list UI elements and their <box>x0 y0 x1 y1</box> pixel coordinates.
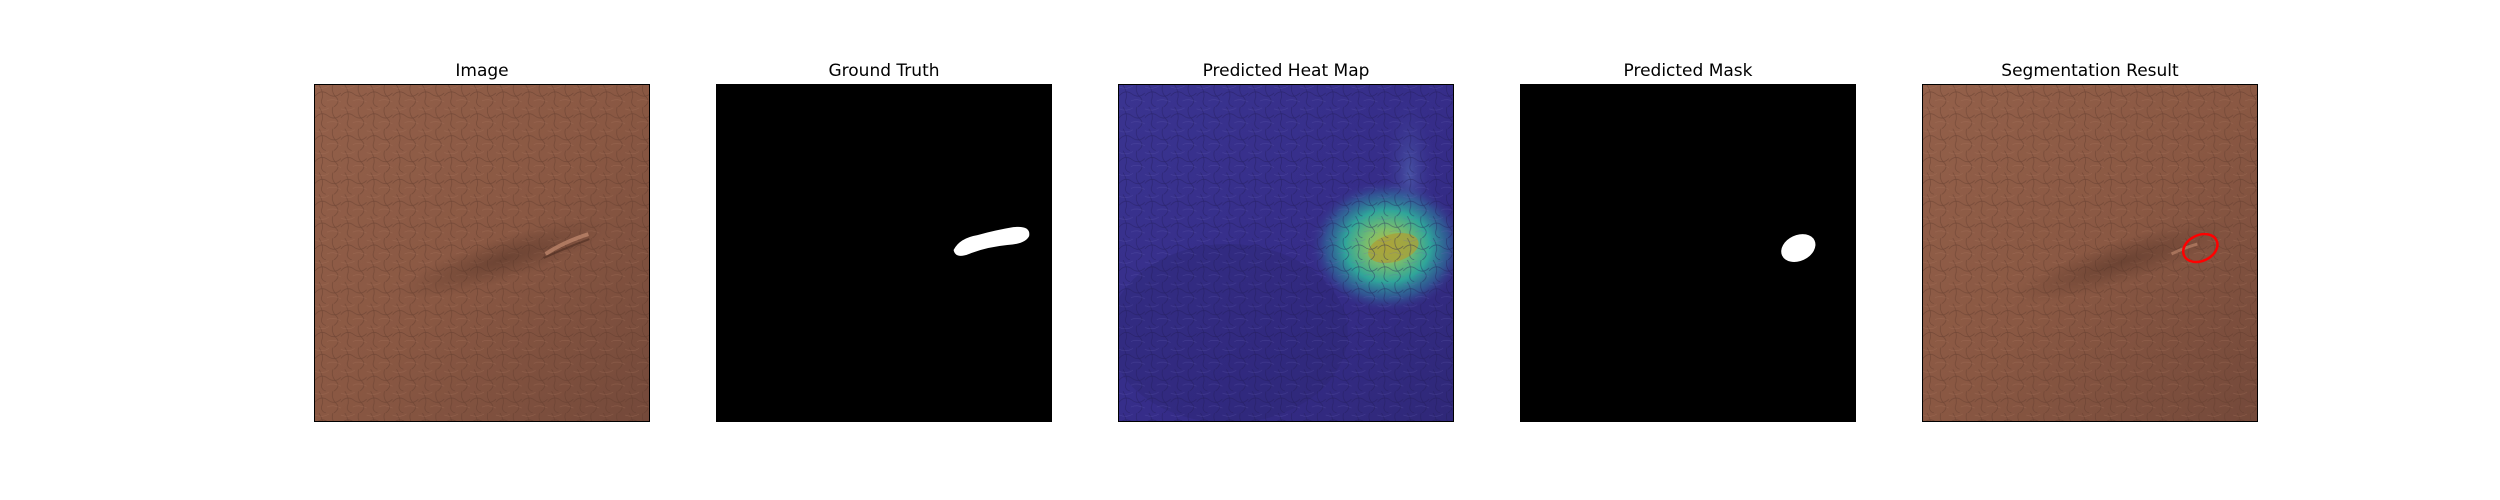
ground-truth-mask <box>717 85 1051 421</box>
panel-title-segmentation-result: Segmentation Result <box>2001 61 2179 81</box>
fold-shadow <box>399 219 609 299</box>
leather-image <box>315 85 649 421</box>
panel-image <box>314 84 650 422</box>
panel-segmentation-result <box>1922 84 2258 422</box>
predicted-region <box>1781 234 1816 262</box>
panel-title-ground-truth: Ground Truth <box>828 61 940 81</box>
panel-heat-map <box>1118 84 1454 422</box>
ground-truth-region <box>953 226 1030 256</box>
panel-title-heat-map: Predicted Heat Map <box>1202 61 1370 81</box>
heat-map-image <box>1119 85 1453 421</box>
panel-predicted-mask <box>1520 84 1856 422</box>
panel-ground-truth <box>716 84 1052 422</box>
panel-title-image: Image <box>455 61 509 81</box>
defect-highlight <box>544 232 589 256</box>
predicted-mask-image <box>1521 85 1855 421</box>
panel-title-predicted-mask: Predicted Mask <box>1623 61 1753 81</box>
segmentation-result-image <box>1923 85 2257 421</box>
segmentation-outline <box>2181 232 2219 264</box>
